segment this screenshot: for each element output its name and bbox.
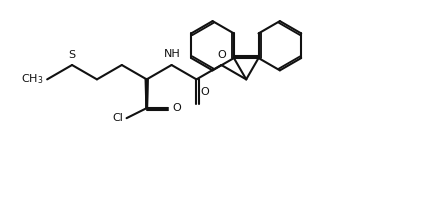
Text: O: O xyxy=(172,103,181,113)
Text: NH: NH xyxy=(164,49,181,59)
Text: S: S xyxy=(68,50,76,60)
Text: Cl: Cl xyxy=(112,113,123,123)
Text: O: O xyxy=(217,50,225,60)
Text: O: O xyxy=(200,87,209,97)
Text: CH$_3$: CH$_3$ xyxy=(21,72,44,86)
